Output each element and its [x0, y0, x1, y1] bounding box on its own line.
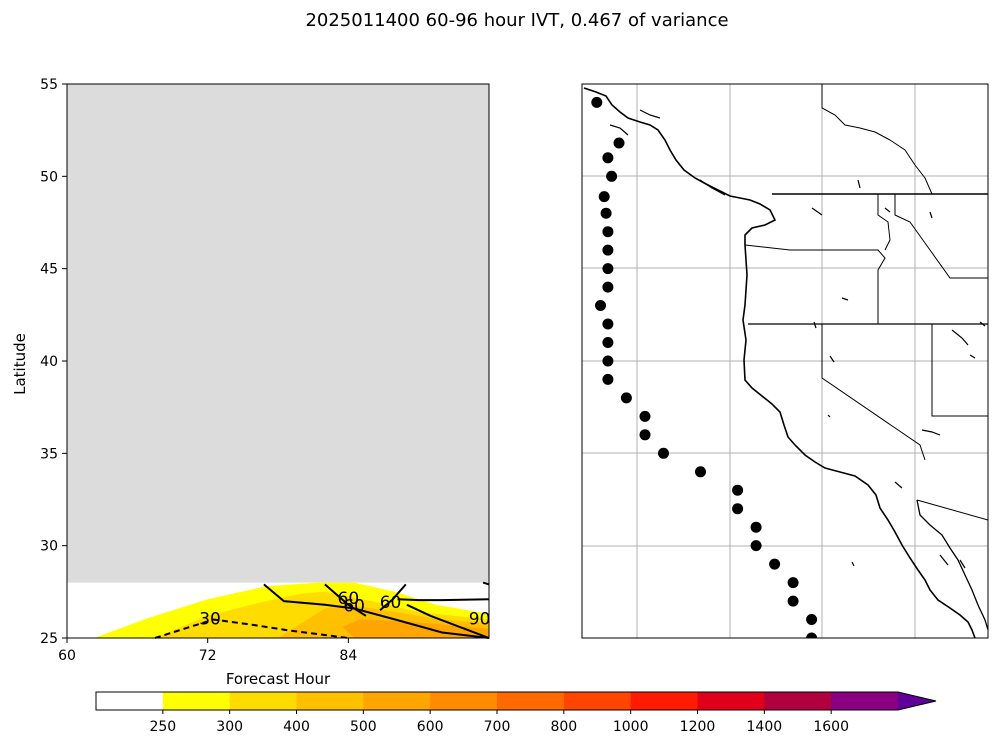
y-tick-label: 50 — [40, 169, 58, 185]
colorbar-segment — [697, 692, 765, 710]
colorbar-segment — [363, 692, 431, 710]
colorbar-tick-label: 1200 — [680, 719, 716, 735]
contour-line-0 — [154, 618, 349, 639]
y-tick-label: 45 — [40, 262, 58, 278]
map-point — [806, 632, 818, 638]
contour-label-1: 60 — [338, 589, 360, 609]
x-tick-label: 72 — [199, 648, 217, 664]
map-point — [598, 191, 610, 203]
contour-line-4 — [397, 598, 490, 602]
masked-region — [67, 84, 489, 583]
y-tick-label: 25 — [40, 631, 58, 647]
colorbar-tick-label: 400 — [283, 719, 310, 735]
colorbar-tick-label: 1600 — [813, 719, 849, 735]
contour-line-3 — [379, 583, 407, 612]
colorbar-segment — [430, 692, 498, 710]
map-point — [695, 466, 706, 478]
x-tick-label: 84 — [339, 648, 357, 664]
left-x-ticks: 60 72 84 — [58, 638, 357, 664]
map-point — [602, 373, 614, 385]
figure-title: 2025011400 60-96 hour IVT, 0.467 of vari… — [305, 10, 728, 31]
map-point — [606, 170, 618, 182]
colorbar-outline — [95, 691, 937, 711]
colorbar-tick-label: 300 — [216, 719, 243, 735]
map-point — [591, 96, 603, 108]
x-tick-label: 60 — [58, 648, 76, 664]
contour-line-5 — [406, 603, 490, 639]
contour-label-3: 60 — [380, 593, 402, 613]
map-point — [602, 281, 614, 293]
map-point — [639, 410, 651, 422]
y-tick-label: 30 — [40, 539, 58, 555]
map-point — [639, 429, 651, 441]
colorbar-segment — [497, 692, 565, 710]
map-coastline — [583, 87, 976, 638]
map-point — [658, 447, 669, 459]
map-point — [602, 226, 614, 238]
map-frame — [581, 83, 989, 639]
colorbar-tick-label: 800 — [550, 719, 577, 735]
map-point — [750, 521, 762, 533]
map-point — [732, 503, 744, 515]
left-y-axis-label: Latitude — [11, 333, 29, 395]
map-point — [602, 318, 614, 330]
contour-line-6 — [482, 581, 490, 586]
map-point — [602, 263, 614, 275]
colorbar-tick-label: 1000 — [613, 719, 649, 735]
map-points — [591, 96, 818, 638]
colorbar-segment — [563, 692, 632, 710]
map-point — [600, 207, 612, 219]
map-gulf-coastline — [916, 499, 988, 631]
contour-line-2 — [324, 583, 367, 617]
contour-label-4: 90 — [469, 610, 491, 630]
map-point — [787, 577, 799, 589]
map-point — [787, 595, 799, 607]
left-y-ticks: 25 30 35 40 45 50 55 — [40, 77, 67, 647]
contour-label-0: 30 — [199, 610, 221, 630]
colorbar-segment — [831, 692, 899, 710]
map-point — [602, 355, 614, 367]
map-borders — [744, 84, 988, 521]
y-tick-label: 40 — [40, 354, 58, 370]
colorbar-tick-label: 700 — [484, 719, 511, 735]
map-point — [613, 137, 625, 149]
colorbar-segment — [630, 692, 698, 710]
map-islands — [609, 109, 986, 569]
map-point — [620, 392, 632, 404]
map-point — [602, 244, 614, 256]
contour-label-2: 60 — [343, 597, 365, 617]
colorbar-segment — [296, 692, 364, 710]
colorbar: 250 300 400 500 600 700 800 1000 1200 1400 1600 — [95, 691, 937, 735]
colorbar-segment — [764, 692, 832, 710]
colorbar-tick-label: 500 — [350, 719, 377, 735]
map-point — [806, 614, 818, 625]
colorbar-segment — [229, 692, 297, 710]
left-x-axis-label: Forecast Hour — [226, 670, 331, 688]
map-point — [602, 337, 614, 348]
colorbar-segment — [96, 692, 164, 710]
colorbar-segment — [162, 692, 231, 710]
y-tick-label: 55 — [40, 77, 58, 93]
y-tick-label: 35 — [40, 446, 58, 462]
map-point — [769, 558, 781, 570]
map-point — [595, 300, 606, 311]
map-point — [602, 152, 614, 164]
colorbar-tick-label: 1400 — [747, 719, 783, 735]
colorbar-extend-arrow — [898, 692, 936, 710]
map-point — [732, 484, 744, 496]
colorbar-tick-label: 250 — [149, 719, 176, 735]
right-panel-map — [581, 83, 989, 639]
colorbar-tick-label: 600 — [417, 719, 444, 735]
map-point — [750, 540, 762, 552]
map-gridlines — [582, 84, 988, 638]
